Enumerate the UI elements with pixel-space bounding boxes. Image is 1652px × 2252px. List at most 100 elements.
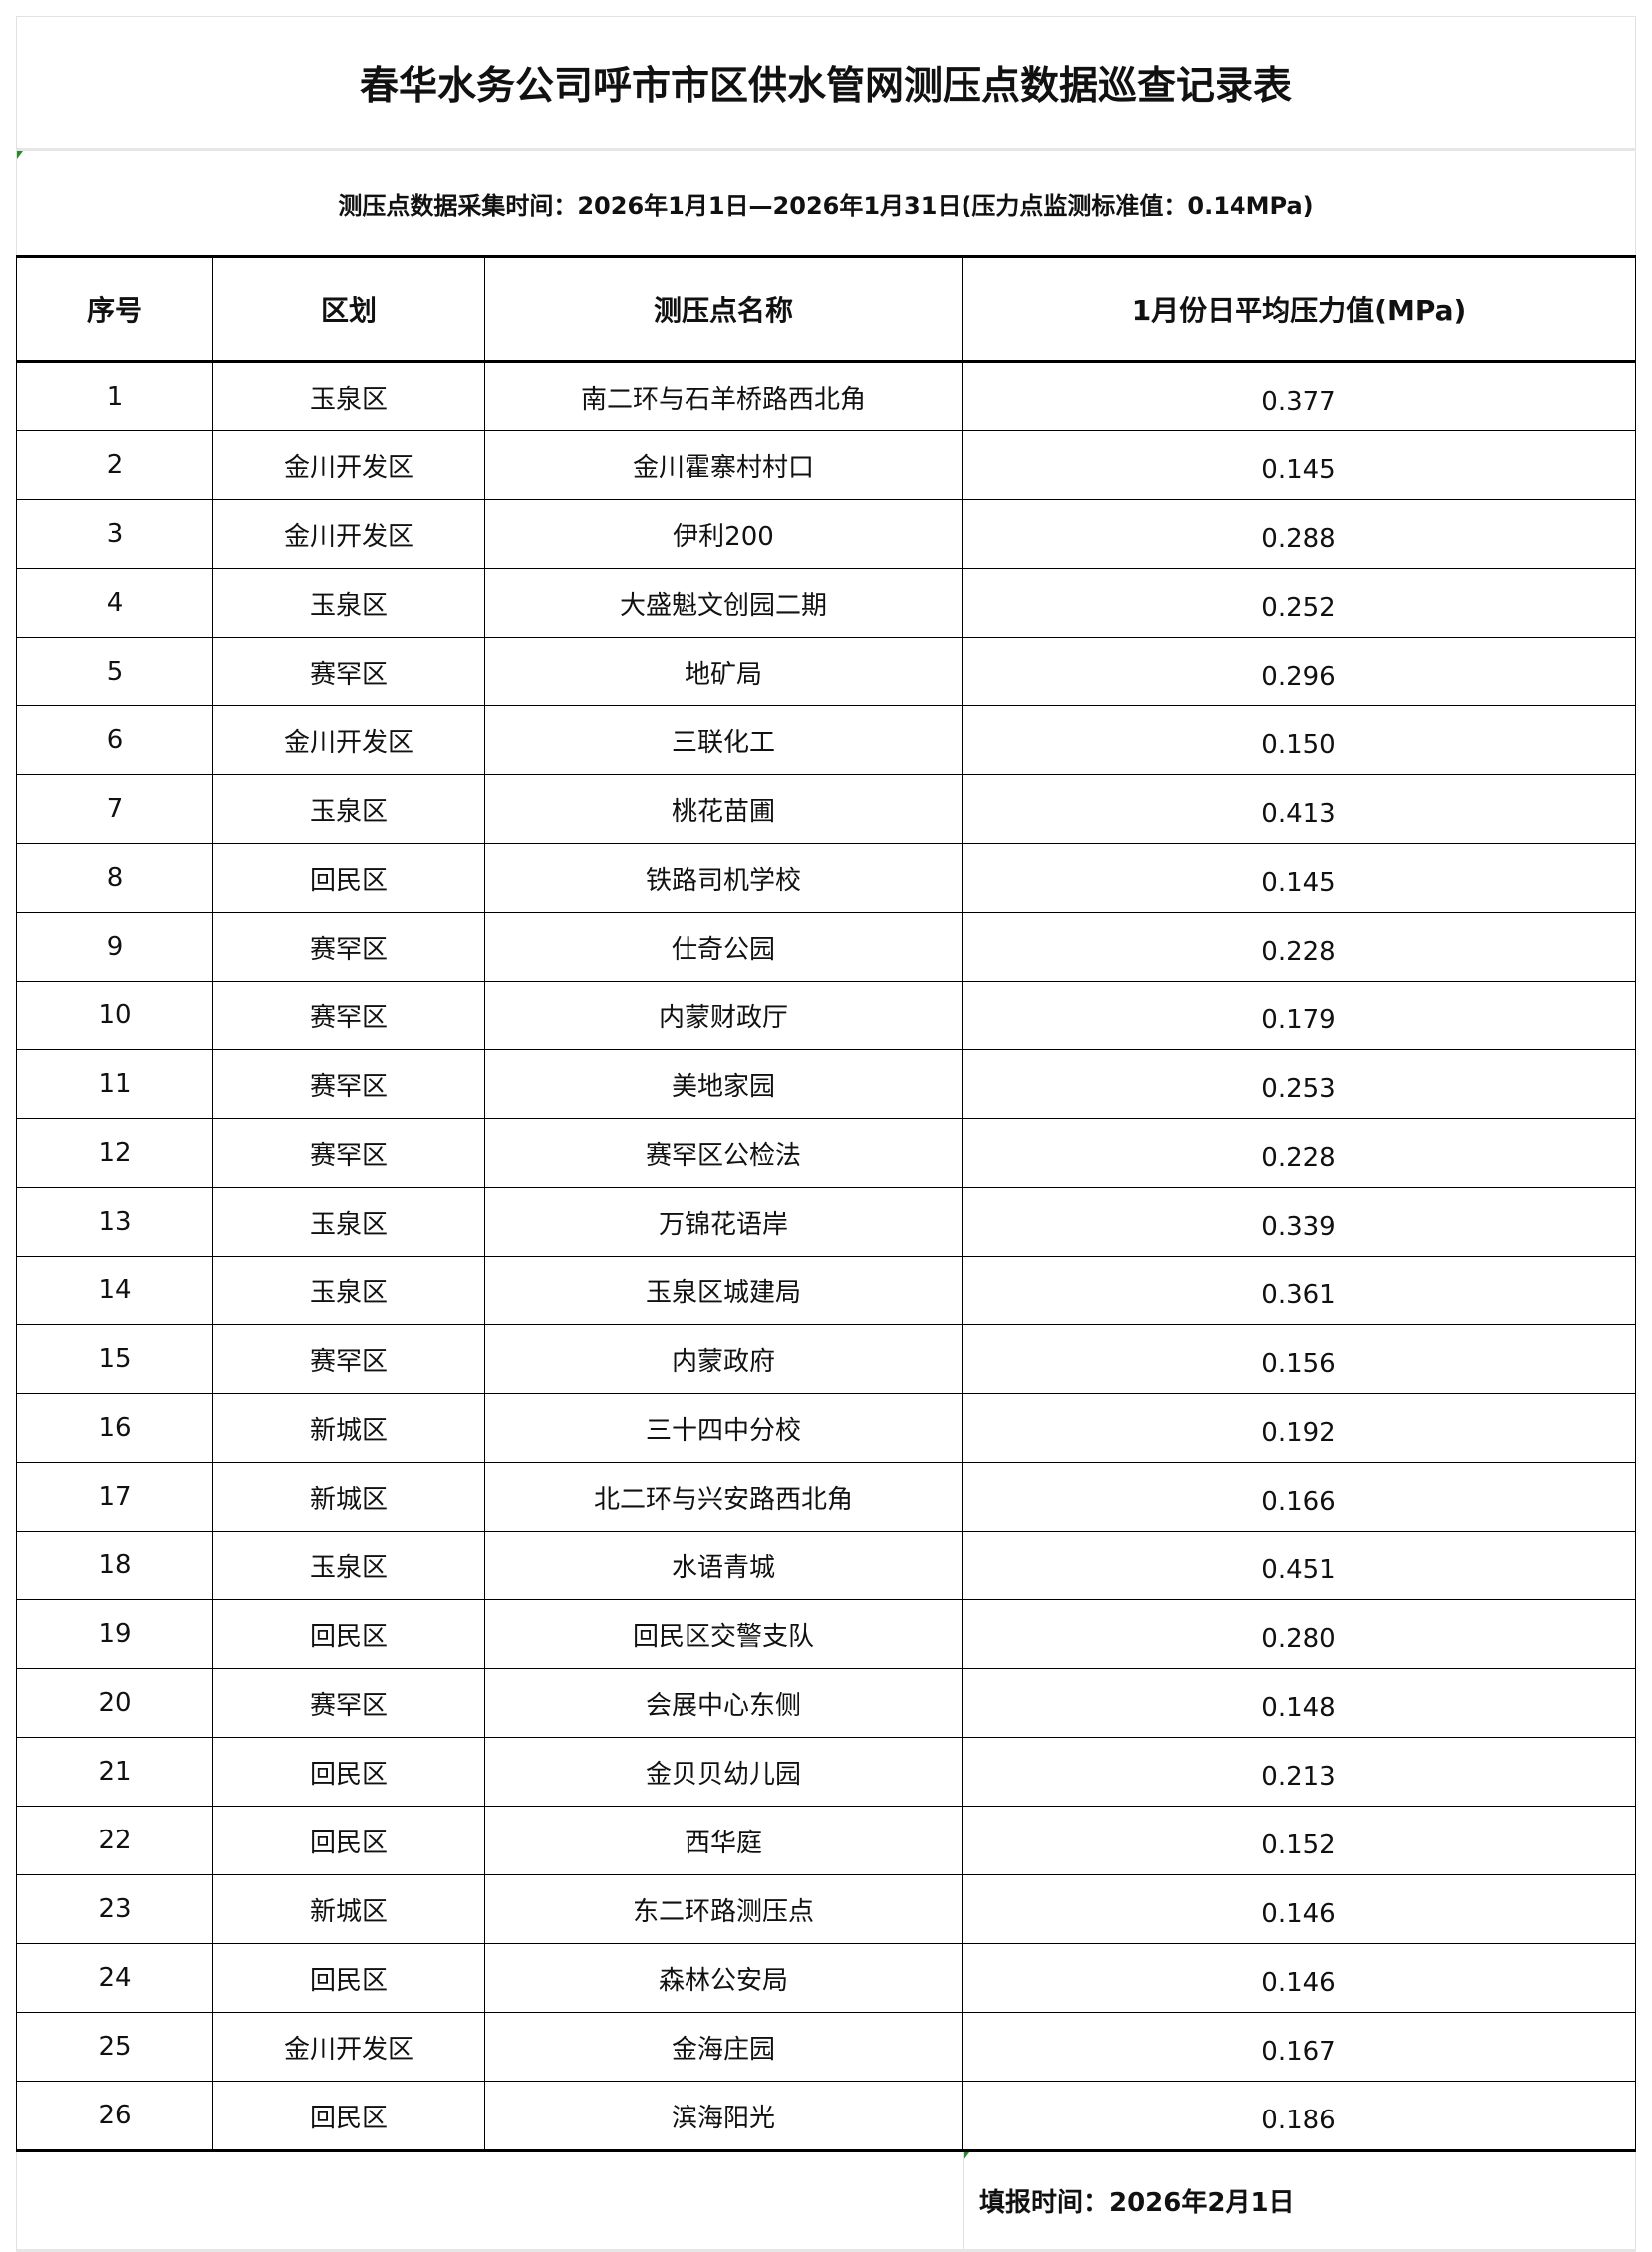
cell-pressure[interactable]: 0.166 bbox=[962, 1462, 1636, 1532]
cell-district[interactable]: 玉泉区 bbox=[212, 1531, 485, 1600]
cell-pressure[interactable]: 0.148 bbox=[962, 1668, 1636, 1738]
cell-district[interactable]: 赛罕区 bbox=[212, 1049, 485, 1119]
cell-index[interactable]: 16 bbox=[16, 1393, 213, 1463]
cell-point-name[interactable]: 三联化工 bbox=[484, 705, 963, 775]
cell-index[interactable]: 26 bbox=[16, 2081, 213, 2152]
cell-index[interactable]: 4 bbox=[16, 568, 213, 638]
cell-district[interactable]: 金川开发区 bbox=[212, 2012, 485, 2082]
cell-district[interactable]: 玉泉区 bbox=[212, 774, 485, 844]
cell-point-name[interactable]: 内蒙财政厅 bbox=[484, 981, 963, 1050]
cell-pressure[interactable]: 0.252 bbox=[962, 568, 1636, 638]
cell-point-name[interactable]: 西华庭 bbox=[484, 1806, 963, 1875]
cell-point-name[interactable]: 万锦花语岸 bbox=[484, 1187, 963, 1257]
cell-pressure[interactable]: 0.186 bbox=[962, 2081, 1636, 2152]
cell-point-name[interactable]: 地矿局 bbox=[484, 637, 963, 706]
cell-point-name[interactable]: 伊利200 bbox=[484, 499, 963, 569]
cell-district[interactable]: 回民区 bbox=[212, 1599, 485, 1669]
cell-pressure[interactable]: 0.146 bbox=[962, 1874, 1636, 1944]
cell-index[interactable]: 19 bbox=[16, 1599, 213, 1669]
cell-district[interactable]: 赛罕区 bbox=[212, 1118, 485, 1188]
cell-district[interactable]: 玉泉区 bbox=[212, 1256, 485, 1325]
footer-empty-cell[interactable] bbox=[17, 2152, 963, 2249]
cell-district[interactable]: 新城区 bbox=[212, 1462, 485, 1532]
cell-pressure[interactable]: 0.179 bbox=[962, 981, 1636, 1050]
cell-point-name[interactable]: 东二环路测压点 bbox=[484, 1874, 963, 1944]
cell-point-name[interactable]: 内蒙政府 bbox=[484, 1324, 963, 1394]
cell-point-name[interactable]: 南二环与石羊桥路西北角 bbox=[484, 361, 963, 431]
cell-pressure[interactable]: 0.377 bbox=[962, 361, 1636, 431]
cell-point-name[interactable]: 北二环与兴安路西北角 bbox=[484, 1462, 963, 1532]
cell-index[interactable]: 17 bbox=[16, 1462, 213, 1532]
cell-pressure[interactable]: 0.361 bbox=[962, 1256, 1636, 1325]
cell-district[interactable]: 回民区 bbox=[212, 1737, 485, 1807]
cell-point-name[interactable]: 赛罕区公检法 bbox=[484, 1118, 963, 1188]
cell-district[interactable]: 赛罕区 bbox=[212, 981, 485, 1050]
cell-index[interactable]: 3 bbox=[16, 499, 213, 569]
cell-point-name[interactable]: 三十四中分校 bbox=[484, 1393, 963, 1463]
cell-index[interactable]: 24 bbox=[16, 1943, 213, 2013]
cell-district[interactable]: 玉泉区 bbox=[212, 568, 485, 638]
cell-point-name[interactable]: 铁路司机学校 bbox=[484, 843, 963, 913]
cell-pressure[interactable]: 0.253 bbox=[962, 1049, 1636, 1119]
cell-pressure[interactable]: 0.152 bbox=[962, 1806, 1636, 1875]
cell-index[interactable]: 11 bbox=[16, 1049, 213, 1119]
cell-pressure[interactable]: 0.145 bbox=[962, 430, 1636, 500]
cell-district[interactable]: 金川开发区 bbox=[212, 499, 485, 569]
cell-district[interactable]: 新城区 bbox=[212, 1874, 485, 1944]
cell-point-name[interactable]: 森林公安局 bbox=[484, 1943, 963, 2013]
cell-index[interactable]: 8 bbox=[16, 843, 213, 913]
cell-index[interactable]: 7 bbox=[16, 774, 213, 844]
cell-pressure[interactable]: 0.146 bbox=[962, 1943, 1636, 2013]
cell-point-name[interactable]: 桃花苗圃 bbox=[484, 774, 963, 844]
cell-index[interactable]: 5 bbox=[16, 637, 213, 706]
cell-district[interactable]: 玉泉区 bbox=[212, 361, 485, 431]
cell-point-name[interactable]: 金海庄园 bbox=[484, 2012, 963, 2082]
cell-district[interactable]: 赛罕区 bbox=[212, 1324, 485, 1394]
cell-district[interactable]: 回民区 bbox=[212, 1806, 485, 1875]
cell-point-name[interactable]: 会展中心东侧 bbox=[484, 1668, 963, 1738]
cell-point-name[interactable]: 大盛魁文创园二期 bbox=[484, 568, 963, 638]
cell-point-name[interactable]: 滨海阳光 bbox=[484, 2081, 963, 2152]
cell-point-name[interactable]: 水语青城 bbox=[484, 1531, 963, 1600]
cell-index[interactable]: 23 bbox=[16, 1874, 213, 1944]
cell-point-name[interactable]: 美地家园 bbox=[484, 1049, 963, 1119]
cell-district[interactable]: 玉泉区 bbox=[212, 1187, 485, 1257]
cell-pressure[interactable]: 0.280 bbox=[962, 1599, 1636, 1669]
cell-index[interactable]: 9 bbox=[16, 912, 213, 982]
cell-point-name[interactable]: 仕奇公园 bbox=[484, 912, 963, 982]
cell-pressure[interactable]: 0.145 bbox=[962, 843, 1636, 913]
cell-index[interactable]: 21 bbox=[16, 1737, 213, 1807]
cell-pressure[interactable]: 0.339 bbox=[962, 1187, 1636, 1257]
cell-index[interactable]: 15 bbox=[16, 1324, 213, 1394]
cell-district[interactable]: 金川开发区 bbox=[212, 430, 485, 500]
cell-district[interactable]: 赛罕区 bbox=[212, 1668, 485, 1738]
cell-district[interactable]: 新城区 bbox=[212, 1393, 485, 1463]
cell-index[interactable]: 20 bbox=[16, 1668, 213, 1738]
cell-index[interactable]: 18 bbox=[16, 1531, 213, 1600]
cell-pressure[interactable]: 0.156 bbox=[962, 1324, 1636, 1394]
cell-pressure[interactable]: 0.288 bbox=[962, 499, 1636, 569]
cell-district[interactable]: 回民区 bbox=[212, 2081, 485, 2152]
cell-district[interactable]: 赛罕区 bbox=[212, 637, 485, 706]
cell-index[interactable]: 2 bbox=[16, 430, 213, 500]
cell-index[interactable]: 25 bbox=[16, 2012, 213, 2082]
cell-pressure[interactable]: 0.228 bbox=[962, 912, 1636, 982]
cell-index[interactable]: 1 bbox=[16, 361, 213, 431]
cell-pressure[interactable]: 0.192 bbox=[962, 1393, 1636, 1463]
cell-pressure[interactable]: 0.150 bbox=[962, 705, 1636, 775]
cell-pressure[interactable]: 0.413 bbox=[962, 774, 1636, 844]
cell-district[interactable]: 赛罕区 bbox=[212, 912, 485, 982]
cell-pressure[interactable]: 0.228 bbox=[962, 1118, 1636, 1188]
cell-index[interactable]: 6 bbox=[16, 705, 213, 775]
cell-index[interactable]: 13 bbox=[16, 1187, 213, 1257]
cell-pressure[interactable]: 0.451 bbox=[962, 1531, 1636, 1600]
cell-district[interactable]: 回民区 bbox=[212, 1943, 485, 2013]
cell-point-name[interactable]: 金川霍寨村村口 bbox=[484, 430, 963, 500]
cell-pressure[interactable]: 0.296 bbox=[962, 637, 1636, 706]
cell-district[interactable]: 回民区 bbox=[212, 843, 485, 913]
cell-point-name[interactable]: 金贝贝幼儿园 bbox=[484, 1737, 963, 1807]
cell-pressure[interactable]: 0.167 bbox=[962, 2012, 1636, 2082]
cell-point-name[interactable]: 玉泉区城建局 bbox=[484, 1256, 963, 1325]
cell-index[interactable]: 10 bbox=[16, 981, 213, 1050]
cell-district[interactable]: 金川开发区 bbox=[212, 705, 485, 775]
